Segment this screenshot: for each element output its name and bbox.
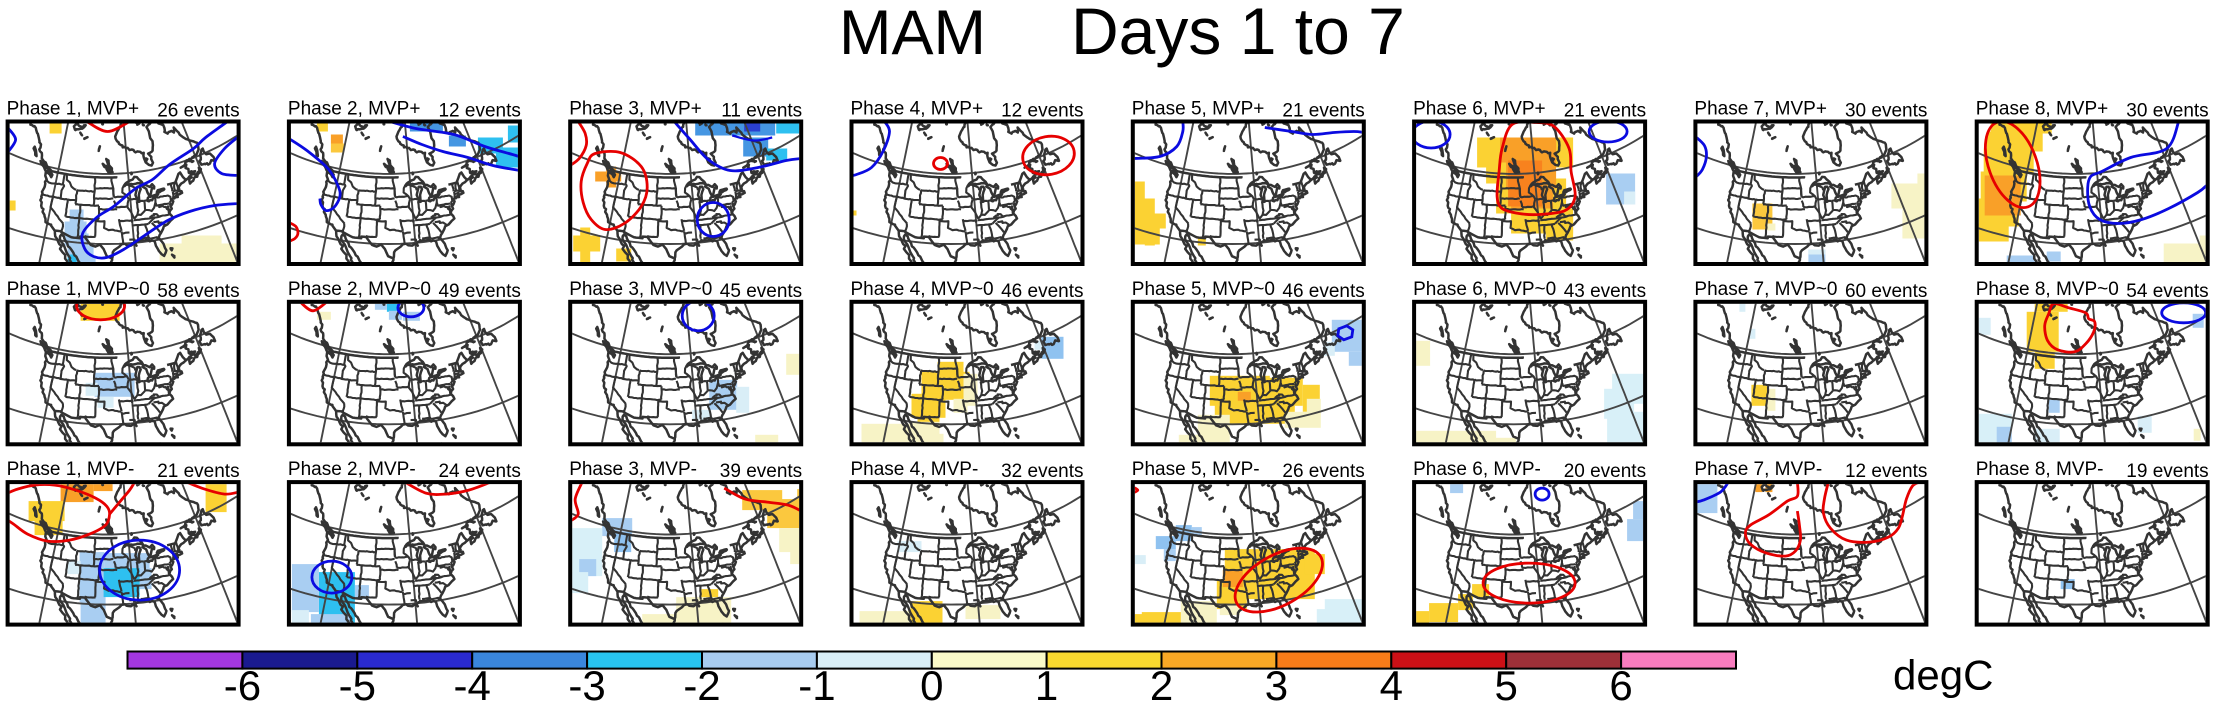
svg-text:Phase 8, MVP~0: Phase 8, MVP~0 bbox=[1976, 279, 2119, 300]
svg-text:20 events: 20 events bbox=[1564, 461, 1646, 482]
svg-text:Phase 6, MVP-: Phase 6, MVP- bbox=[1413, 459, 1541, 480]
svg-text:49 events: 49 events bbox=[438, 281, 520, 302]
svg-text:Phase 5, MVP-: Phase 5, MVP- bbox=[1132, 459, 1260, 480]
svg-text:Phase 1, MVP~0: Phase 1, MVP~0 bbox=[7, 279, 150, 300]
svg-text:1: 1 bbox=[1035, 662, 1058, 708]
svg-text:39 events: 39 events bbox=[720, 461, 802, 482]
svg-text:26 events: 26 events bbox=[1282, 461, 1364, 482]
svg-text:Phase 3, MVP~0: Phase 3, MVP~0 bbox=[569, 279, 712, 300]
svg-text:Phase 8, MVP-: Phase 8, MVP- bbox=[1976, 459, 2104, 480]
svg-text:Phase 2, MVP~0: Phase 2, MVP~0 bbox=[288, 279, 431, 300]
svg-text:12 events: 12 events bbox=[438, 101, 520, 122]
svg-text:Phase 4, MVP~0: Phase 4, MVP~0 bbox=[851, 279, 994, 300]
svg-text:-1: -1 bbox=[798, 662, 835, 708]
svg-text:4: 4 bbox=[1380, 662, 1403, 708]
svg-text:Phase 7, MVP-: Phase 7, MVP- bbox=[1694, 459, 1822, 480]
svg-text:54 events: 54 events bbox=[2126, 281, 2208, 302]
svg-text:-5: -5 bbox=[339, 662, 376, 708]
svg-text:Phase 4, MVP-: Phase 4, MVP- bbox=[851, 459, 979, 480]
svg-text:Days 1 to 7: Days 1 to 7 bbox=[1071, 0, 1405, 68]
svg-text:43 events: 43 events bbox=[1564, 281, 1646, 302]
svg-text:-3: -3 bbox=[568, 662, 605, 708]
svg-text:5: 5 bbox=[1495, 662, 1518, 708]
svg-text:30 events: 30 events bbox=[1845, 101, 1927, 122]
svg-text:Phase 1, MVP-: Phase 1, MVP- bbox=[7, 459, 135, 480]
svg-text:Phase 7, MVP+: Phase 7, MVP+ bbox=[1694, 99, 1827, 120]
svg-text:46 events: 46 events bbox=[1001, 281, 1083, 302]
svg-text:0: 0 bbox=[920, 662, 943, 708]
svg-text:Phase 5, MVP+: Phase 5, MVP+ bbox=[1132, 99, 1265, 120]
svg-text:19 events: 19 events bbox=[2126, 461, 2208, 482]
svg-text:2: 2 bbox=[1150, 662, 1173, 708]
svg-text:21 events: 21 events bbox=[157, 461, 239, 482]
svg-text:degC: degC bbox=[1893, 652, 1993, 699]
svg-text:6: 6 bbox=[1609, 662, 1632, 708]
svg-text:Phase 6, MVP+: Phase 6, MVP+ bbox=[1413, 99, 1546, 120]
svg-text:Phase 1, MVP+: Phase 1, MVP+ bbox=[7, 99, 140, 120]
svg-text:Phase 4, MVP+: Phase 4, MVP+ bbox=[851, 99, 984, 120]
svg-text:Phase 2, MVP-: Phase 2, MVP- bbox=[288, 459, 416, 480]
svg-text:Phase 5, MVP~0: Phase 5, MVP~0 bbox=[1132, 279, 1275, 300]
svg-text:-4: -4 bbox=[454, 662, 491, 708]
svg-text:21 events: 21 events bbox=[1282, 101, 1364, 122]
svg-text:12 events: 12 events bbox=[1845, 461, 1927, 482]
svg-text:MAM: MAM bbox=[839, 0, 986, 68]
svg-text:Phase 2, MVP+: Phase 2, MVP+ bbox=[288, 99, 421, 120]
svg-text:21 events: 21 events bbox=[1564, 101, 1646, 122]
svg-text:3: 3 bbox=[1265, 662, 1288, 708]
svg-text:60 events: 60 events bbox=[1845, 281, 1927, 302]
svg-text:30 events: 30 events bbox=[2126, 101, 2208, 122]
svg-text:32 events: 32 events bbox=[1001, 461, 1083, 482]
svg-text:Phase 6, MVP~0: Phase 6, MVP~0 bbox=[1413, 279, 1556, 300]
svg-text:24 events: 24 events bbox=[438, 461, 520, 482]
svg-text:Phase 3, MVP-: Phase 3, MVP- bbox=[569, 459, 697, 480]
svg-text:11 events: 11 events bbox=[721, 101, 802, 122]
svg-text:Phase 8, MVP+: Phase 8, MVP+ bbox=[1976, 99, 2109, 120]
svg-text:Phase 3, MVP+: Phase 3, MVP+ bbox=[569, 99, 702, 120]
svg-text:-6: -6 bbox=[224, 662, 261, 708]
svg-text:-2: -2 bbox=[683, 662, 720, 708]
svg-text:26 events: 26 events bbox=[157, 101, 239, 122]
svg-text:46 events: 46 events bbox=[1282, 281, 1364, 302]
svg-text:Phase 7, MVP~0: Phase 7, MVP~0 bbox=[1694, 279, 1837, 300]
svg-text:45 events: 45 events bbox=[720, 281, 802, 302]
svg-text:12 events: 12 events bbox=[1001, 101, 1083, 122]
svg-text:58 events: 58 events bbox=[157, 281, 239, 302]
